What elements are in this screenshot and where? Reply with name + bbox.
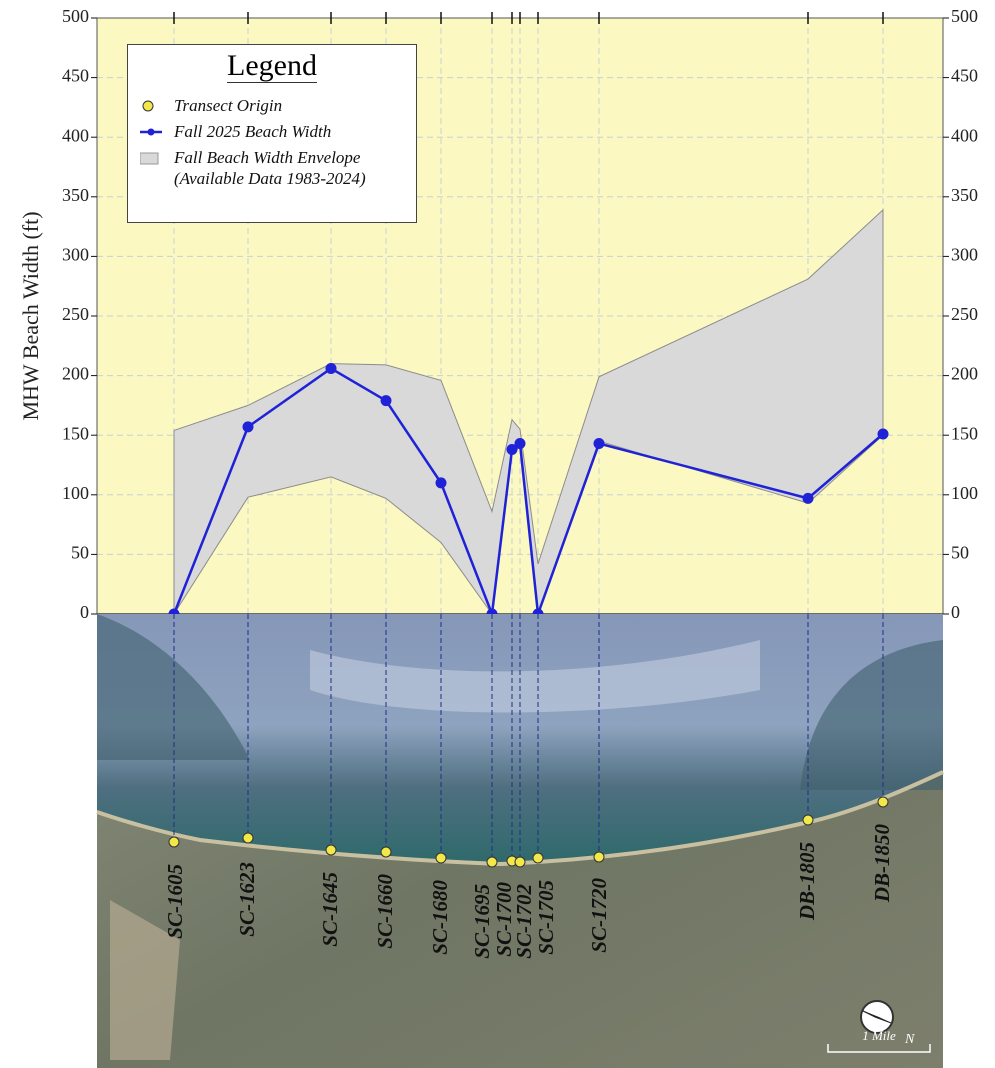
legend-symbol [140,152,159,165]
transect-origin [486,856,498,868]
transect-origin [435,852,447,864]
y-tick-label: 400 [62,125,89,145]
data-point [435,477,447,489]
transect-label: SC-1700 [492,882,516,957]
transect-origin [877,796,889,808]
legend-entry: Transect Origin [142,95,410,116]
y2-tick-label: 250 [951,304,978,324]
transect-origin [532,852,544,864]
legend: Legend Transect Origin Fall 2025 Beach W… [127,44,417,223]
data-point [802,492,814,504]
transect-origin [168,836,180,848]
y2-tick-label: 150 [951,423,978,443]
y-tick-label: 50 [71,543,89,563]
transect-label: SC-1680 [428,880,452,955]
y2-tick-label: 400 [951,125,978,145]
y-tick-label: 350 [62,185,89,205]
y2-tick-label: 500 [951,6,978,26]
transect-label: DB-1850 [870,824,894,904]
y2-tick-label: 50 [951,543,969,563]
map-surf [310,640,760,713]
y2-tick-label: 350 [951,185,978,205]
legend-symbol [140,128,162,136]
series-line [172,366,884,615]
data-point [506,444,518,456]
transect-origin [325,844,337,856]
legend-label: Fall 2025 Beach Width [174,122,332,141]
y-tick-label: 0 [80,602,89,622]
y-tick-label: 150 [62,423,89,443]
y-tick-label: 500 [62,6,89,26]
data-point [877,428,889,440]
map-shoal [800,640,943,790]
legend-symbol [142,100,154,112]
y2-tick-label: 300 [951,245,978,265]
transect-origin [380,846,392,858]
transect-label: SC-1623 [235,862,259,937]
transect-label: SC-1645 [318,872,342,947]
north-label: N [904,1032,915,1047]
y2-tick-label: 200 [951,364,978,384]
scale-bar [827,1044,931,1053]
y2-tick-label: 0 [951,602,960,622]
transect-label: SC-1720 [587,878,611,953]
data-point [242,421,254,433]
map-field [110,900,180,1060]
data-point [325,362,337,374]
transect-origin [802,814,814,826]
transect-label: SC-1695 [470,884,494,959]
legend-entry: Fall Beach Width Envelope (Available Dat… [140,147,410,189]
map-shoreline [96,770,944,867]
transect-label: SC-1702 [512,884,536,959]
transect-origin [242,832,254,844]
y-tick-label: 200 [62,364,89,384]
transect-label: SC-1605 [163,864,187,939]
data-point [593,438,605,450]
legend-label: Transect Origin [174,96,283,115]
compass: N [860,1000,915,1047]
legend-title: Legend [227,49,317,83]
transect-label: SC-1660 [373,874,397,949]
y-tick-label: 250 [62,304,89,324]
y2-tick-label: 450 [951,66,978,86]
legend-label: Fall Beach Width Envelope (Available Dat… [174,148,366,188]
y-axis-label: MHW Beach Width (ft) [18,211,43,420]
transect-label: DB-1805 [795,842,819,921]
transect-origin [593,851,605,863]
y-tick-label: 300 [62,245,89,265]
data-point [380,395,392,407]
y-tick-label: 450 [62,66,89,86]
y2-tick-label: 100 [951,483,978,503]
data-point [514,438,526,450]
transect-label: SC-1705 [534,880,558,955]
scale-label: 1 Mile [862,1028,896,1043]
legend-entry: Fall 2025 Beach Width [140,121,410,142]
y-tick-label: 100 [62,483,89,503]
transect-origin [514,856,526,868]
